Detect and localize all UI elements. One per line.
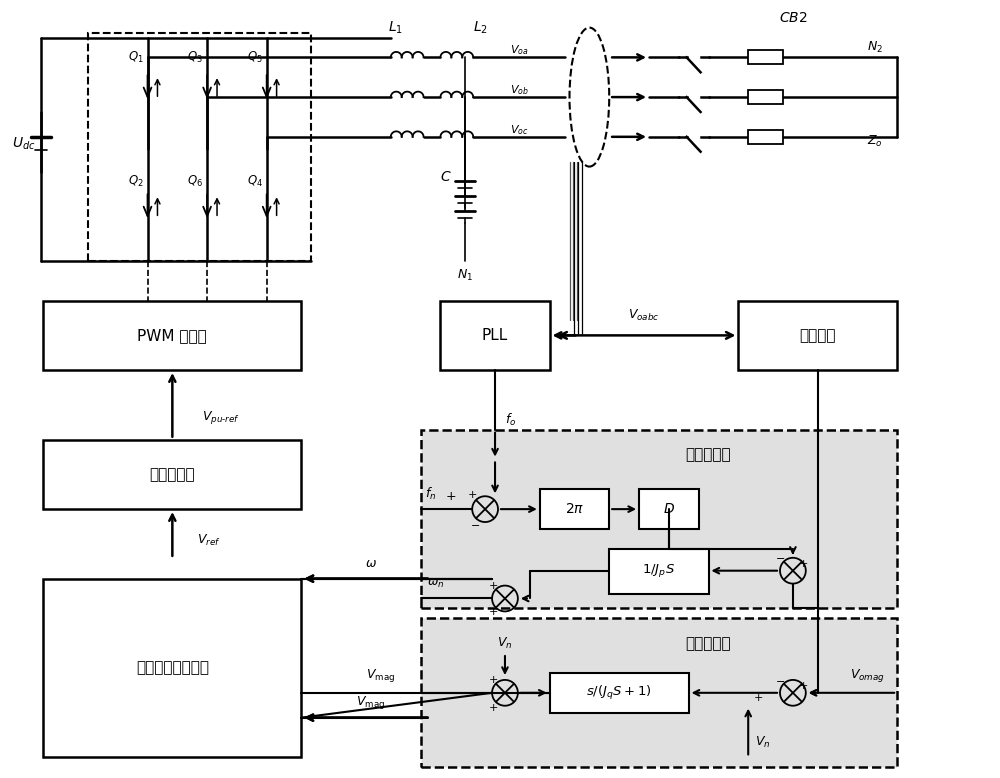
Text: $Q_4$: $Q_4$ [247,174,263,189]
Text: $V_{oc}$: $V_{oc}$ [510,123,528,137]
Bar [550,673,689,713]
Text: $f_n$: $f_n$ [425,486,436,503]
Text: $V_{oa}$: $V_{oa}$ [510,44,529,58]
Text: PWM 调制器: PWM 调制器 [137,328,207,343]
Text: $Q_5$: $Q_5$ [247,50,263,65]
Text: $2\pi$: $2\pi$ [565,502,584,516]
Text: $+$: $+$ [488,606,498,617]
Text: $Q_3$: $Q_3$ [187,50,203,65]
Bar [639,489,699,529]
Bar [748,130,783,144]
Text: $L_1$: $L_1$ [388,19,403,36]
Bar [748,90,783,104]
Text: $Q_6$: $Q_6$ [187,174,203,189]
Bar [421,429,897,608]
Text: $V_n$: $V_n$ [755,735,771,750]
Text: $V_{\rm mag}$: $V_{\rm mag}$ [366,668,395,685]
Text: $V_{oabc}$: $V_{oabc}$ [628,308,660,323]
Text: $\omega$: $\omega$ [365,557,377,570]
Text: 电压跟踪环: 电压跟踪环 [150,467,195,482]
Bar [43,579,301,757]
Text: $Q_2$: $Q_2$ [128,174,143,189]
Text: $1/J_pS$: $1/J_pS$ [642,562,675,579]
Bar [540,489,609,529]
Text: $Q_1$: $Q_1$ [128,50,143,65]
Text: 励磁控制器: 励磁控制器 [686,636,731,650]
Text: $-$: $-$ [470,519,480,529]
Text: $f_o$: $f_o$ [505,412,516,428]
Text: $V_{pu\text{-}ref}$: $V_{pu\text{-}ref}$ [202,409,240,426]
Text: $V_n$: $V_n$ [497,636,513,650]
Bar [421,619,897,767]
Bar [43,440,301,509]
Bar [748,51,783,65]
Text: $V_{\rm mag}$: $V_{\rm mag}$ [356,694,386,711]
Text: 幅值检测: 幅值检测 [799,328,836,343]
Text: $-$: $-$ [775,675,785,685]
Text: $Z_o$: $Z_o$ [867,135,883,149]
Text: $L_2$: $L_2$ [473,19,488,36]
Bar [88,33,311,261]
Text: $N_1$: $N_1$ [457,268,473,283]
Text: PLL: PLL [482,328,508,343]
Text: $+$: $+$ [488,580,498,591]
Text: $+$: $+$ [488,675,498,685]
Text: $+$: $+$ [488,703,498,713]
Text: $+$: $+$ [753,692,763,703]
Text: $C$: $C$ [440,170,451,184]
Text: $+$: $+$ [467,489,477,499]
Bar [43,300,301,370]
Text: $+$: $+$ [798,681,808,692]
Text: $V_{ob}$: $V_{ob}$ [510,83,529,97]
Text: $s/(J_qS+1)$: $s/(J_qS+1)$ [586,684,652,702]
Text: $-$: $-$ [775,552,785,562]
Text: $CB2$: $CB2$ [779,11,807,25]
Text: $+$: $+$ [798,559,808,569]
Text: $+$: $+$ [445,489,456,503]
Bar [738,300,897,370]
Text: $N_2$: $N_2$ [867,40,883,55]
Text: $V_{ref}$: $V_{ref}$ [197,534,221,548]
Text: 控制电压信号合成: 控制电压信号合成 [136,661,209,675]
Text: $\omega_n$: $\omega_n$ [427,577,444,591]
Text: 转速控制器: 转速控制器 [686,447,731,462]
Bar [440,300,550,370]
Bar [609,548,709,594]
Text: $D$: $D$ [663,502,675,516]
Text: $U_{dc}$: $U_{dc}$ [12,135,35,152]
Text: $V_{omag}$: $V_{omag}$ [850,668,885,685]
